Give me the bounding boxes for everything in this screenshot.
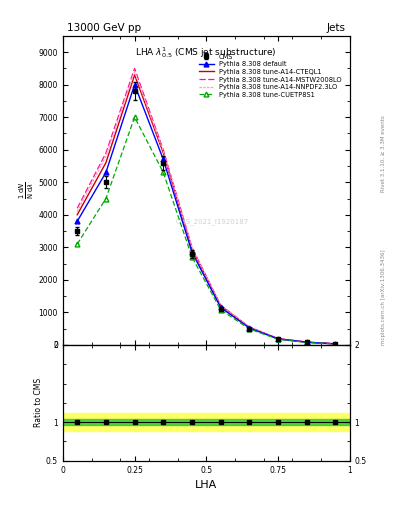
Pythia 8.308 tune-A14-NNPDF2.3LO bbox=[104, 153, 108, 159]
Text: mcplots.cern.ch [arXiv:1306.3436]: mcplots.cern.ch [arXiv:1306.3436] bbox=[381, 249, 386, 345]
Pythia 8.308 tune-A14-MSTW2008LO bbox=[132, 66, 137, 72]
Pythia 8.308 tune-A14-MSTW2008LO bbox=[219, 302, 223, 308]
Pythia 8.308 tune-A14-CTEQL1 bbox=[247, 324, 252, 330]
Pythia 8.308 tune-CUETP8S1 bbox=[190, 254, 195, 260]
Pythia 8.308 default bbox=[247, 325, 252, 331]
Pythia 8.308 tune-A14-MSTW2008LO bbox=[190, 244, 195, 250]
Pythia 8.308 tune-A14-CTEQL1 bbox=[304, 339, 309, 345]
Pythia 8.308 tune-A14-CTEQL1 bbox=[333, 341, 338, 347]
Pythia 8.308 tune-A14-CTEQL1 bbox=[219, 303, 223, 309]
Line: Pythia 8.308 tune-A14-MSTW2008LO: Pythia 8.308 tune-A14-MSTW2008LO bbox=[77, 69, 335, 344]
Text: Rivet 3.1.10, ≥ 3.3M events: Rivet 3.1.10, ≥ 3.3M events bbox=[381, 115, 386, 192]
Pythia 8.308 tune-CUETP8S1 bbox=[104, 196, 108, 202]
Pythia 8.308 tune-A14-CTEQL1 bbox=[75, 211, 80, 218]
Pythia 8.308 tune-A14-MSTW2008LO bbox=[104, 150, 108, 156]
Pythia 8.308 tune-A14-NNPDF2.3LO bbox=[276, 335, 281, 342]
Pythia 8.308 tune-A14-MSTW2008LO bbox=[161, 146, 166, 153]
Pythia 8.308 tune-A14-CTEQL1 bbox=[104, 160, 108, 166]
Pythia 8.308 default bbox=[333, 341, 338, 347]
Bar bbox=[63, 419, 350, 425]
Pythia 8.308 tune-A14-CTEQL1 bbox=[190, 246, 195, 252]
Pythia 8.308 default bbox=[304, 339, 309, 345]
Pythia 8.308 tune-A14-CTEQL1 bbox=[132, 72, 137, 78]
Pythia 8.308 tune-CUETP8S1 bbox=[333, 341, 338, 347]
Pythia 8.308 default bbox=[75, 218, 80, 224]
Pythia 8.308 tune-A14-NNPDF2.3LO bbox=[333, 340, 338, 347]
Pythia 8.308 default bbox=[190, 249, 195, 255]
Pythia 8.308 tune-A14-CTEQL1 bbox=[276, 336, 281, 342]
Pythia 8.308 tune-A14-NNPDF2.3LO bbox=[161, 148, 166, 155]
Pythia 8.308 tune-CUETP8S1 bbox=[276, 336, 281, 343]
Pythia 8.308 default bbox=[104, 169, 108, 176]
Pythia 8.308 tune-A14-NNPDF2.3LO bbox=[75, 208, 80, 215]
Pythia 8.308 default bbox=[161, 156, 166, 162]
Pythia 8.308 default bbox=[132, 81, 137, 88]
Line: Pythia 8.308 tune-A14-CTEQL1: Pythia 8.308 tune-A14-CTEQL1 bbox=[77, 75, 335, 344]
Pythia 8.308 default bbox=[219, 305, 223, 311]
Pythia 8.308 default bbox=[276, 336, 281, 342]
Pythia 8.308 tune-A14-MSTW2008LO bbox=[333, 340, 338, 347]
Pythia 8.308 tune-CUETP8S1 bbox=[304, 339, 309, 346]
Pythia 8.308 tune-A14-MSTW2008LO bbox=[276, 335, 281, 342]
Pythia 8.308 tune-CUETP8S1 bbox=[75, 241, 80, 247]
Line: Pythia 8.308 tune-A14-NNPDF2.3LO: Pythia 8.308 tune-A14-NNPDF2.3LO bbox=[77, 72, 335, 344]
Text: 13000 GeV pp: 13000 GeV pp bbox=[67, 23, 141, 33]
Line: Pythia 8.308 tune-CUETP8S1: Pythia 8.308 tune-CUETP8S1 bbox=[75, 115, 338, 347]
Pythia 8.308 tune-A14-NNPDF2.3LO bbox=[190, 245, 195, 251]
Text: CMS_2021_I1920187: CMS_2021_I1920187 bbox=[175, 218, 249, 225]
Pythia 8.308 tune-A14-NNPDF2.3LO bbox=[304, 339, 309, 345]
Pythia 8.308 tune-A14-MSTW2008LO bbox=[304, 339, 309, 345]
Pythia 8.308 tune-A14-NNPDF2.3LO bbox=[219, 303, 223, 309]
Pythia 8.308 tune-A14-CTEQL1 bbox=[161, 150, 166, 156]
Pythia 8.308 tune-A14-NNPDF2.3LO bbox=[132, 69, 137, 75]
Bar bbox=[63, 413, 350, 432]
Pythia 8.308 tune-CUETP8S1 bbox=[247, 326, 252, 332]
Y-axis label: $\frac{1}{\mathrm{N}}\frac{\mathrm{d}N}{\mathrm{d}\lambda}$: $\frac{1}{\mathrm{N}}\frac{\mathrm{d}N}{… bbox=[18, 181, 36, 199]
Y-axis label: Ratio to CMS: Ratio to CMS bbox=[34, 378, 43, 428]
Text: Jets: Jets bbox=[327, 23, 346, 33]
Text: LHA $\lambda^{1}_{0.5}$ (CMS jet substructure): LHA $\lambda^{1}_{0.5}$ (CMS jet substru… bbox=[136, 45, 277, 60]
Legend: CMS, Pythia 8.308 default, Pythia 8.308 tune-A14-CTEQL1, Pythia 8.308 tune-A14-M: CMS, Pythia 8.308 default, Pythia 8.308 … bbox=[197, 52, 343, 100]
Pythia 8.308 tune-CUETP8S1 bbox=[161, 169, 166, 176]
Pythia 8.308 tune-A14-MSTW2008LO bbox=[247, 324, 252, 330]
Pythia 8.308 tune-CUETP8S1 bbox=[219, 307, 223, 313]
Pythia 8.308 tune-CUETP8S1 bbox=[132, 114, 137, 120]
Line: Pythia 8.308 default: Pythia 8.308 default bbox=[75, 82, 338, 346]
Pythia 8.308 tune-A14-MSTW2008LO bbox=[75, 205, 80, 211]
X-axis label: LHA: LHA bbox=[195, 480, 217, 490]
Pythia 8.308 tune-A14-NNPDF2.3LO bbox=[247, 324, 252, 330]
